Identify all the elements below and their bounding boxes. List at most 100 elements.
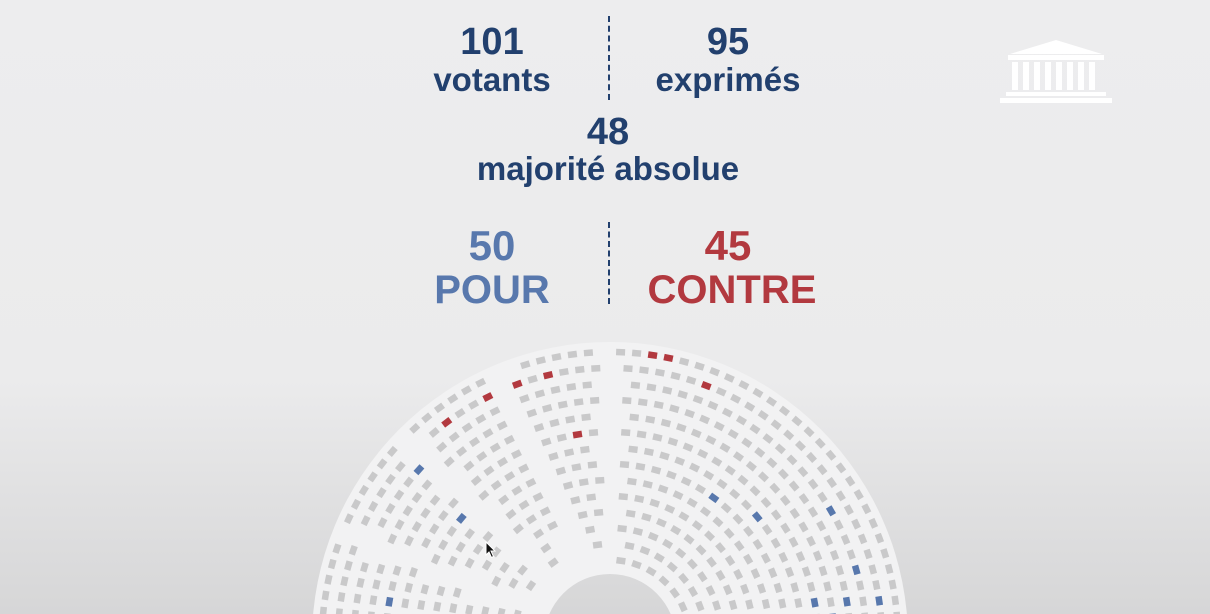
seat — [421, 537, 432, 549]
seat — [476, 451, 488, 462]
seat — [376, 458, 388, 470]
seat — [794, 440, 806, 452]
seat — [733, 540, 745, 552]
seat — [817, 491, 828, 503]
seat — [752, 538, 763, 550]
seat — [482, 531, 494, 543]
seat — [475, 377, 487, 388]
seat — [778, 405, 791, 417]
seat — [685, 375, 697, 385]
seat — [697, 571, 708, 583]
seat — [508, 577, 519, 589]
seat — [438, 510, 449, 522]
seat — [591, 364, 601, 372]
seat — [468, 399, 480, 410]
seat — [778, 598, 787, 609]
seat — [535, 356, 546, 365]
seat — [675, 423, 687, 433]
seat — [618, 492, 629, 501]
seat — [512, 523, 524, 535]
seat — [757, 471, 769, 483]
seat — [740, 499, 752, 511]
seat — [761, 598, 771, 610]
seat — [692, 394, 704, 405]
seat — [526, 408, 538, 418]
seat — [757, 410, 769, 421]
seat — [548, 452, 559, 461]
seat — [757, 583, 767, 594]
seat-pour — [842, 596, 851, 607]
seat — [632, 527, 644, 536]
seat — [677, 390, 688, 399]
seat — [666, 470, 677, 480]
seat-contre — [441, 417, 453, 428]
seat — [743, 553, 754, 565]
seat — [491, 575, 502, 587]
seat — [586, 493, 597, 502]
seat — [783, 429, 795, 441]
seat — [729, 488, 741, 500]
seat — [833, 519, 844, 531]
seat — [728, 599, 738, 611]
seat — [814, 437, 826, 449]
seat — [533, 423, 545, 433]
seat — [694, 483, 706, 495]
seat — [695, 544, 707, 556]
seat — [752, 387, 764, 398]
seat — [760, 497, 772, 509]
seat — [769, 482, 781, 494]
seat — [686, 497, 698, 508]
seat — [754, 447, 766, 458]
seat — [678, 601, 688, 613]
seat — [580, 445, 590, 454]
seat — [429, 523, 440, 535]
top-divider — [608, 16, 610, 100]
seat — [707, 400, 719, 411]
seat — [385, 473, 396, 485]
seat — [421, 412, 433, 424]
seat — [555, 466, 567, 476]
seat — [518, 463, 530, 474]
seat — [376, 487, 387, 499]
seat — [367, 471, 378, 483]
seat — [503, 434, 515, 445]
seat-pour — [825, 505, 837, 517]
seat — [727, 428, 739, 440]
seat — [835, 490, 846, 502]
seat — [695, 600, 705, 612]
seat — [761, 524, 773, 536]
seat-pour — [875, 595, 884, 606]
seat-contre — [542, 370, 554, 380]
seat — [490, 546, 502, 558]
seat — [798, 493, 810, 505]
seat — [649, 498, 660, 508]
seat — [770, 537, 781, 549]
seat — [856, 580, 865, 591]
seat — [823, 534, 834, 546]
seat — [689, 462, 700, 473]
seat — [517, 564, 528, 576]
seat — [481, 559, 493, 571]
seat — [496, 456, 509, 468]
seat — [777, 468, 789, 480]
seat — [498, 494, 510, 506]
seat — [770, 419, 782, 431]
seat — [667, 437, 679, 447]
seat — [645, 415, 656, 424]
exprimes-count: 95 — [706, 21, 750, 63]
seat — [582, 381, 592, 389]
seat — [788, 536, 799, 548]
seat — [402, 505, 413, 517]
seat — [682, 442, 694, 452]
seat — [678, 572, 689, 584]
seat — [705, 585, 716, 597]
seat — [358, 484, 369, 496]
seat — [687, 586, 699, 598]
seat — [826, 476, 838, 489]
seat-contre — [511, 379, 523, 389]
seat — [715, 542, 726, 554]
votants-label: votants — [433, 61, 551, 98]
seat — [377, 517, 388, 529]
seat — [797, 466, 809, 478]
